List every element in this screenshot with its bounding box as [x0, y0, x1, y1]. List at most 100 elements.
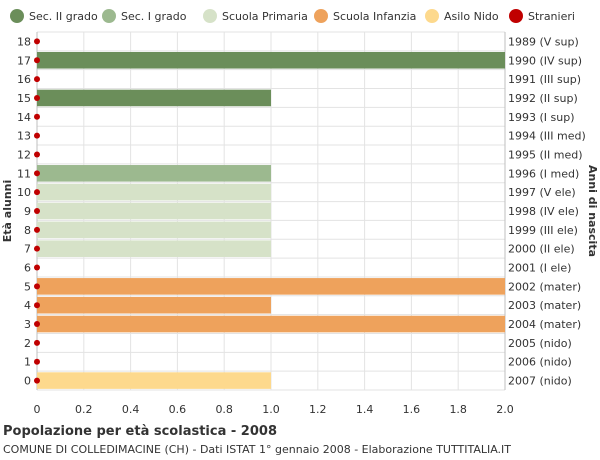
- stranieri-dot-age-3: [34, 321, 40, 328]
- bar-age-4: [37, 296, 271, 314]
- birth-label-5: 2002 (mater): [508, 280, 581, 293]
- stranieri-dot-age-10: [34, 189, 40, 196]
- legend-label-5: Stranieri: [528, 10, 575, 23]
- legend-swatch-5: [509, 9, 523, 23]
- bar-age-7: [37, 240, 271, 257]
- y-axis-title: Età alunni: [1, 180, 14, 242]
- birth-label-9: 1998 (IV ele): [508, 205, 579, 218]
- bar-age-0: [37, 372, 271, 389]
- legend-label-1: Sec. I grado: [121, 10, 187, 23]
- birth-label-12: 1995 (II med): [508, 148, 583, 161]
- stranieri-dot-age-15: [34, 94, 40, 101]
- stranieri-dot-age-7: [34, 245, 40, 252]
- stranieri-dot-age-16: [34, 76, 40, 83]
- age-label-7: 7: [24, 243, 31, 256]
- birth-label-3: 2004 (mater): [508, 318, 581, 331]
- stranieri-dot-age-0: [34, 377, 40, 384]
- legend-swatch-1: [102, 9, 116, 23]
- stranieri-dot-age-14: [34, 113, 40, 120]
- age-label-18: 18: [17, 35, 31, 48]
- birth-label-8: 1999 (III ele): [508, 224, 578, 237]
- birth-label-4: 2003 (mater): [508, 299, 581, 312]
- x-tick-8: 1.6: [403, 403, 421, 416]
- age-label-4: 4: [24, 299, 31, 312]
- birth-label-6: 2001 (I ele): [508, 262, 571, 275]
- birth-year-tick-labels: 1989 (V sup) 1990 (IV sup) 1991 (III sup) 1…: [508, 35, 586, 387]
- x-tick-0: 0: [34, 403, 41, 416]
- legend-label-4: Asilo Nido: [444, 10, 499, 23]
- chart-title: Popolazione per età scolastica - 2008: [3, 424, 277, 439]
- stranieri-dot-age-2: [34, 339, 40, 346]
- chart-subtitle: COMUNE DI COLLEDIMACINE (CH) - Dati ISTA…: [3, 443, 512, 456]
- x-tick-6: 1.2: [309, 403, 327, 416]
- age-label-15: 15: [17, 92, 31, 105]
- bars: [37, 51, 505, 389]
- school-age-chart: Sec. II grado Sec. I grado Scuola Primaria…: [1, 9, 599, 416]
- legend-swatch-4: [425, 9, 439, 23]
- age-label-6: 6: [24, 262, 31, 275]
- birth-label-0: 2007 (nido): [508, 375, 572, 388]
- x-tick-1: 0.2: [75, 403, 93, 416]
- bar-age-3: [37, 315, 505, 333]
- age-label-1: 1: [24, 356, 31, 369]
- stranieri-dot-age-17: [34, 57, 40, 64]
- age-label-17: 17: [17, 54, 31, 67]
- bar-age-10: [37, 183, 271, 201]
- age-label-9: 9: [24, 205, 31, 218]
- birth-label-15: 1992 (II sup): [508, 92, 578, 105]
- age-label-11: 11: [17, 167, 31, 180]
- bar-age-8: [37, 221, 271, 239]
- birth-label-1: 2006 (nido): [508, 356, 572, 369]
- legend-label-3: Scuola Infanzia: [333, 10, 416, 23]
- age-label-5: 5: [24, 280, 31, 293]
- bar-age-15: [37, 89, 271, 107]
- stranieri-dot-age-11: [34, 170, 40, 177]
- legend: Sec. II grado Sec. I grado Scuola Primaria…: [10, 9, 575, 23]
- legend-label-2: Scuola Primaria: [222, 10, 308, 23]
- birth-label-14: 1993 (I sup): [508, 111, 575, 124]
- x-tick-10: 2.0: [496, 403, 514, 416]
- legend-swatch-2: [203, 9, 217, 23]
- stranieri-dot-age-18: [34, 38, 40, 45]
- age-label-14: 14: [17, 111, 31, 124]
- birth-label-16: 1991 (III sup): [508, 73, 581, 86]
- age-label-13: 13: [17, 130, 31, 143]
- x-tick-3: 0.6: [169, 403, 187, 416]
- stranieri-markers: [34, 38, 40, 384]
- x-tick-7: 1.4: [356, 403, 374, 416]
- stranieri-dot-age-5: [34, 283, 40, 290]
- stranieri-dot-age-12: [34, 151, 40, 158]
- age-label-8: 8: [24, 224, 31, 237]
- birth-label-11: 1996 (I med): [508, 167, 579, 180]
- stranieri-dot-age-9: [34, 208, 40, 214]
- birth-label-13: 1994 (III med): [508, 130, 586, 143]
- stranieri-dot-age-6: [34, 264, 40, 271]
- bar-age-17: [37, 51, 505, 69]
- legend-swatch-0: [10, 9, 24, 23]
- y-axis-right-title: Anni di nascita: [586, 165, 599, 257]
- stranieri-dot-age-1: [34, 358, 40, 365]
- bar-age-9: [37, 202, 271, 220]
- x-tick-labels: 0 0.2 0.4 0.6 0.8 1.0 1.2 1.4 1.6 1.8 2.0: [34, 403, 514, 416]
- age-label-12: 12: [17, 148, 31, 161]
- x-tick-5: 1.0: [262, 403, 280, 416]
- bar-age-5: [37, 278, 505, 295]
- stranieri-dot-age-8: [34, 226, 40, 233]
- birth-label-18: 1989 (V sup): [508, 35, 579, 48]
- age-label-3: 3: [24, 318, 31, 331]
- birth-label-17: 1990 (IV sup): [508, 54, 582, 67]
- age-label-16: 16: [17, 73, 31, 86]
- stranieri-dot-age-4: [34, 302, 40, 309]
- bar-age-11: [37, 165, 271, 182]
- x-tick-9: 1.8: [449, 403, 467, 416]
- age-label-10: 10: [17, 186, 31, 199]
- age-label-2: 2: [24, 337, 31, 350]
- birth-label-7: 2000 (II ele): [508, 243, 575, 256]
- age-label-0: 0: [24, 375, 31, 388]
- birth-label-10: 1997 (V ele): [508, 186, 576, 199]
- birth-label-2: 2005 (nido): [508, 337, 572, 350]
- legend-swatch-3: [314, 9, 328, 23]
- stranieri-dot-age-13: [34, 132, 40, 139]
- legend-label-0: Sec. II grado: [29, 10, 98, 23]
